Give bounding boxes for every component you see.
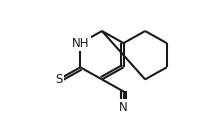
Text: S: S — [55, 73, 62, 86]
Text: N: N — [119, 100, 128, 114]
Text: NH: NH — [72, 37, 89, 50]
